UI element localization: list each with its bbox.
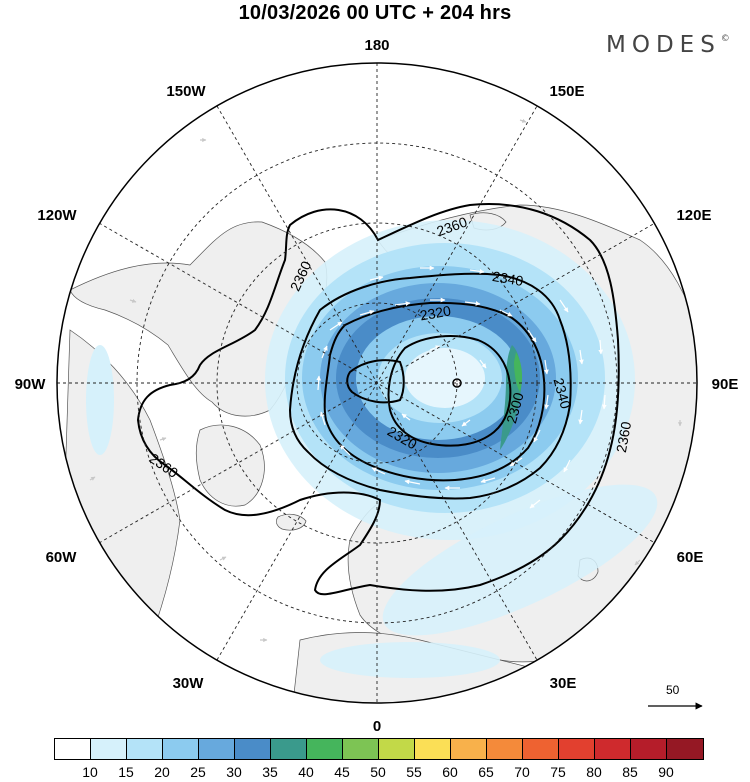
lon-label-90e: 90E [712, 376, 739, 393]
longitude-labels: 180 0 90W 90E 150W 120W 150E 120E 60W 30… [15, 37, 739, 735]
polar-map: 2360 2360 2360 2360 2340 2340 2320 2320 … [15, 37, 739, 735]
lon-label-60w: 60W [46, 549, 78, 566]
contour-label: 2320 [419, 302, 453, 323]
wind-band-west-10 [86, 345, 114, 455]
contour-label: 2360 [613, 420, 634, 454]
lon-label-30e: 30E [550, 675, 577, 692]
wind-vectors [89, 118, 683, 643]
colorbar-tick-label: 30 [226, 764, 242, 780]
brand-mark: © [720, 34, 730, 44]
chart-title: 10/03/2026 00 UTC + 204 hrs [238, 2, 512, 24]
lon-label-180: 180 [364, 37, 389, 54]
lon-label-120w: 120W [37, 207, 77, 224]
colorbar-cell [451, 739, 487, 759]
colorbar-cell [667, 739, 703, 759]
colorbar-cell [559, 739, 595, 759]
wind-max-45 [514, 352, 523, 392]
colorbar-cell [55, 739, 91, 759]
lon-label-120e: 120E [676, 207, 711, 224]
contour-2340 [288, 272, 572, 500]
colorbar-cell [487, 739, 523, 759]
colorbar-cell [631, 739, 667, 759]
colorbar-tick-label: 15 [118, 764, 134, 780]
colorbar-cell [235, 739, 271, 759]
wind-core-light [405, 348, 485, 408]
colorbar-cell [163, 739, 199, 759]
graticule [57, 63, 697, 703]
wind-band-10-low [320, 642, 500, 678]
colorbar-tick-label: 70 [514, 764, 530, 780]
colorbar-tick-label: 20 [154, 764, 170, 780]
reference-vector-label: 50 [666, 683, 680, 697]
colorbar-tick-label: 45 [334, 764, 350, 780]
lon-label-90w: 90W [15, 376, 47, 393]
modes-logo: MODES© [606, 32, 730, 58]
colorbar-tick-label: 60 [442, 764, 458, 780]
colorbar-cell [127, 739, 163, 759]
contour-label: 2300 [503, 391, 527, 425]
colorbar-cell [523, 739, 559, 759]
colorbar-tick-label: 35 [262, 764, 278, 780]
wind-speed-field [86, 220, 658, 678]
map-border [56, 62, 698, 704]
wind-band-10-tail [382, 484, 658, 636]
colorbar-tick-label: 80 [586, 764, 602, 780]
colorbar-cell [343, 739, 379, 759]
lon-label-0: 0 [373, 718, 381, 735]
lon-label-150w: 150W [166, 83, 206, 100]
brand-text: MODES [606, 32, 721, 58]
colorbar-tick-label: 40 [298, 764, 314, 780]
contour-label: 2340 [491, 268, 525, 289]
colorbar-cell [307, 739, 343, 759]
colorbar-tick-label: 75 [550, 764, 566, 780]
colorbar-tick-label: 65 [478, 764, 494, 780]
colorbar-cell [415, 739, 451, 759]
geopotential-contours [136, 203, 620, 596]
contour-2320 [323, 301, 546, 482]
colorbar-cell [379, 739, 415, 759]
contour-2300 [387, 335, 512, 447]
colorbar-cell [199, 739, 235, 759]
colorbar-tick-label: 10 [82, 764, 98, 780]
colorbar-tick-label: 25 [190, 764, 206, 780]
lon-label-60e: 60E [677, 549, 704, 566]
colorbar-labels: 10 15 20 25 30 35 40 45 50 55 60 65 70 75 80 85 90 [0, 764, 750, 782]
colorbar-tick-label: 85 [622, 764, 638, 780]
colorbar-cell [271, 739, 307, 759]
contour-2360 [136, 203, 620, 596]
colorbar-tick-label: 90 [658, 764, 674, 780]
colorbar [54, 738, 704, 760]
lon-label-30w: 30W [173, 675, 205, 692]
colorbar-cell [595, 739, 631, 759]
contour-label: 2340 [550, 376, 574, 410]
lon-label-150e: 150E [549, 83, 584, 100]
colorbar-tick-label: 55 [406, 764, 422, 780]
colorbar-cell [91, 739, 127, 759]
colorbar-tick-label: 50 [370, 764, 386, 780]
contour-2320-inner [346, 359, 405, 404]
